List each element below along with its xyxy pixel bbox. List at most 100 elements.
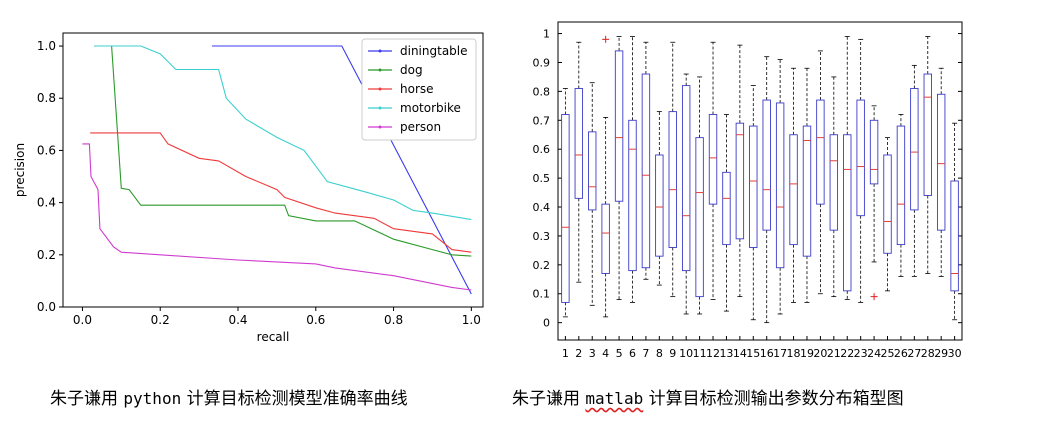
box-body xyxy=(614,50,624,202)
pr-y-tick-label: 0.6 xyxy=(37,143,56,157)
box-body xyxy=(936,93,946,231)
box-x-tick-label: 22 xyxy=(840,347,854,360)
box-body xyxy=(681,85,691,272)
right-caption: 朱子谦用 matlab 计算目标检测输出参数分布箱型图 xyxy=(512,384,904,409)
box-body xyxy=(883,154,892,254)
box-x-tick-label: 15 xyxy=(746,347,760,360)
right-caption-code: matlab xyxy=(585,389,644,408)
pr-series-group xyxy=(82,45,472,295)
box-body xyxy=(655,154,664,257)
box-body xyxy=(628,119,637,272)
pr-x-axis-label: recall xyxy=(257,330,290,344)
pr-series-line-person xyxy=(82,143,472,291)
precision-recall-chart: 0.0 0.2 0.4 0.6 0.8 1.0 0.0 0.2 0.4 0.6 0.8 1.0 re… xyxy=(13,32,484,344)
box-body xyxy=(722,171,731,246)
pr-series-line-diningtable xyxy=(211,45,472,295)
box-y-tick-label: 0.6 xyxy=(533,143,551,156)
box-y-tick-label: 0.8 xyxy=(533,85,551,98)
pr-y-tick-label: 1.0 xyxy=(37,39,56,53)
box-x-tick-label: 30 xyxy=(948,347,962,360)
box-y-tick-label: 0.2 xyxy=(533,259,551,272)
pr-legend-label-horse: horse xyxy=(400,82,434,96)
pr-x-tick-label: 0.0 xyxy=(73,313,92,327)
box-body xyxy=(775,102,785,269)
box-x-tick-label: 10 xyxy=(679,347,693,360)
box-x-tick-label: 1 xyxy=(562,347,569,360)
right-caption-suffix: 计算目标检测输出参数分布箱型图 xyxy=(643,389,904,409)
box-body xyxy=(856,99,865,217)
pr-legend-label-diningtable: diningtable xyxy=(400,44,468,58)
box-body xyxy=(816,99,825,205)
box-x-tick-label: 19 xyxy=(800,347,814,360)
pr-y-tick-label: 0.4 xyxy=(37,196,56,210)
box-body xyxy=(561,114,570,303)
pr-legend-label-dog: dog xyxy=(400,63,423,77)
pr-legend-label-motorbike: motorbike xyxy=(400,101,461,115)
box-x-tick-label: 17 xyxy=(773,347,787,360)
box-x-axis: 1 2 3 4 5 6 7 8 9 10 11 12 13 14 15 16 17 18 19 20 21 22 23 24 2… xyxy=(562,336,962,360)
pr-x-tick-label: 0.4 xyxy=(228,313,247,327)
box-y-tick-label: 0 xyxy=(543,317,550,330)
left-caption: 朱子谦用 python 计算目标检测模型准确率曲线 xyxy=(50,384,408,409)
box-body xyxy=(802,125,812,257)
box-body xyxy=(910,88,919,211)
pr-y-axis-label: precision xyxy=(13,143,27,197)
box-x-tick-label: 16 xyxy=(760,347,774,360)
pr-legend-box xyxy=(361,38,477,141)
box-body xyxy=(843,134,852,292)
pr-legend-marker-diningtable xyxy=(378,49,382,53)
box-body xyxy=(749,125,758,248)
pr-legend-label-person: person xyxy=(400,120,441,134)
box-x-tick-label: 11 xyxy=(693,347,707,360)
box-x-tick-label: 25 xyxy=(881,347,895,360)
box-body xyxy=(789,134,798,246)
pr-legend-marker-dog xyxy=(378,68,382,72)
box-x-tick-label: 5 xyxy=(616,347,623,360)
box-x-tick-label: 4 xyxy=(602,347,609,360)
box-series-group xyxy=(561,35,959,324)
box-body xyxy=(588,131,597,211)
box-y-tick-label: 1 xyxy=(543,28,550,41)
box-y-tick-label: 0.9 xyxy=(533,56,551,69)
box-y-tick-label: 0.7 xyxy=(533,114,551,127)
box-x-tick-label: 28 xyxy=(921,347,935,360)
pr-y-tick-label: 0.2 xyxy=(37,248,56,262)
box-body xyxy=(762,99,771,231)
box-x-tick-label: 8 xyxy=(656,347,663,360)
pr-legend-marker-horse xyxy=(378,87,382,91)
pr-plot-frame xyxy=(62,32,484,308)
box-body xyxy=(601,203,610,274)
box-body xyxy=(923,73,932,196)
box-y-tick-label: 0.1 xyxy=(533,288,551,301)
left-caption-prefix: 朱子谦用 xyxy=(50,389,124,409)
box-body xyxy=(668,111,677,248)
box-x-tick-label: 12 xyxy=(706,347,720,360)
box-y-tick-label: 0.3 xyxy=(533,230,551,243)
pr-x-tick-label: 1.0 xyxy=(462,313,481,327)
box-x-tick-label: 24 xyxy=(867,347,881,360)
box-body xyxy=(695,137,704,298)
box-x-tick-label: 14 xyxy=(733,347,747,360)
box-x-tick-label: 27 xyxy=(907,347,921,360)
box-x-tick-label: 13 xyxy=(719,347,733,360)
pr-x-axis: 0.0 0.2 0.4 0.6 0.8 1.0 xyxy=(73,307,481,327)
box-x-tick-label: 2 xyxy=(575,347,582,360)
pr-legend: diningtable dog horse motorbike person xyxy=(361,38,477,141)
box-x-tick-label: 21 xyxy=(827,347,841,360)
box-x-tick-label: 18 xyxy=(787,347,801,360)
box-body xyxy=(574,88,584,199)
box-x-tick-label: 6 xyxy=(629,347,636,360)
pr-x-tick-label: 0.6 xyxy=(306,313,325,327)
pr-series-line-horse xyxy=(90,132,472,253)
box-plot-frame xyxy=(557,21,963,341)
box-body xyxy=(708,114,718,205)
box-x-tick-label: 29 xyxy=(934,347,948,360)
box-body xyxy=(896,125,906,246)
box-y-tick-label: 0.4 xyxy=(533,201,551,214)
box-x-tick-label: 20 xyxy=(813,347,827,360)
left-caption-suffix: 计算目标检测模型准确率曲线 xyxy=(181,389,408,409)
box-body xyxy=(735,122,745,240)
pr-y-axis: 0.0 0.2 0.4 0.6 0.8 1.0 xyxy=(37,39,63,314)
